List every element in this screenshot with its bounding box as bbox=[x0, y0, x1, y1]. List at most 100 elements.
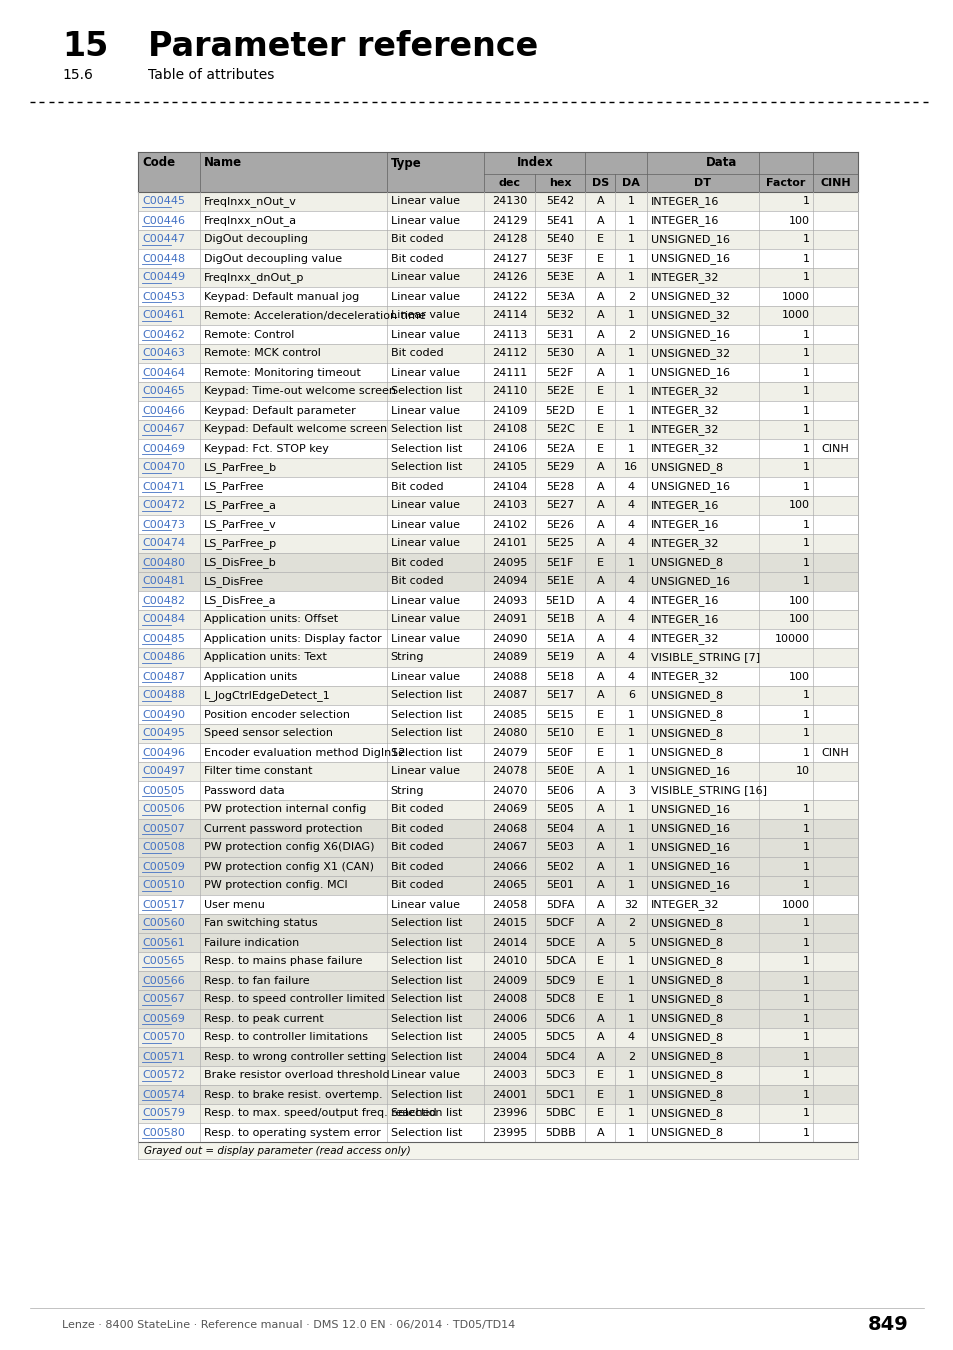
Bar bbox=[138, 990, 857, 1008]
Text: C00572: C00572 bbox=[142, 1071, 185, 1080]
Bar bbox=[138, 363, 857, 382]
Text: 24087: 24087 bbox=[492, 690, 527, 701]
Text: Selection list: Selection list bbox=[390, 1089, 461, 1099]
Text: 4: 4 bbox=[627, 1033, 634, 1042]
Text: 5E06: 5E06 bbox=[545, 786, 574, 795]
Text: 1: 1 bbox=[627, 861, 634, 872]
Text: UNSIGNED_16: UNSIGNED_16 bbox=[651, 805, 729, 815]
Bar bbox=[138, 971, 857, 990]
Text: 24080: 24080 bbox=[492, 729, 527, 738]
Text: Failure indication: Failure indication bbox=[204, 937, 298, 948]
Text: UNSIGNED_16: UNSIGNED_16 bbox=[651, 234, 729, 244]
Text: 5DC4: 5DC4 bbox=[544, 1052, 575, 1061]
Text: C00463: C00463 bbox=[142, 348, 185, 359]
Bar bbox=[138, 838, 857, 857]
Text: Speed sensor selection: Speed sensor selection bbox=[204, 729, 333, 738]
Bar bbox=[138, 667, 857, 686]
Text: Remote: Control: Remote: Control bbox=[204, 329, 294, 339]
Text: FreqInxx_nOut_a: FreqInxx_nOut_a bbox=[204, 215, 296, 225]
Text: 1: 1 bbox=[627, 1071, 634, 1080]
Text: E: E bbox=[597, 254, 603, 263]
Text: C00467: C00467 bbox=[142, 424, 185, 435]
Text: Encoder evaluation method DigIn12: Encoder evaluation method DigIn12 bbox=[204, 748, 405, 757]
Text: Parameter reference: Parameter reference bbox=[148, 30, 537, 63]
Text: 1: 1 bbox=[802, 424, 809, 435]
Text: C00445: C00445 bbox=[142, 197, 185, 207]
Text: 5DFA: 5DFA bbox=[545, 899, 574, 910]
Text: C00487: C00487 bbox=[142, 671, 185, 682]
Text: UNSIGNED_16: UNSIGNED_16 bbox=[651, 824, 729, 834]
Text: Selection list: Selection list bbox=[390, 748, 461, 757]
Text: E: E bbox=[597, 995, 603, 1004]
Bar bbox=[138, 895, 857, 914]
Text: 1: 1 bbox=[627, 235, 634, 244]
Text: C00472: C00472 bbox=[142, 501, 185, 510]
Text: 24004: 24004 bbox=[492, 1052, 527, 1061]
Text: 5E10: 5E10 bbox=[545, 729, 574, 738]
Bar bbox=[138, 269, 857, 288]
Text: L_JogCtrlEdgeDetect_1: L_JogCtrlEdgeDetect_1 bbox=[204, 690, 330, 701]
Text: UNSIGNED_16: UNSIGNED_16 bbox=[651, 481, 729, 491]
Text: CINH: CINH bbox=[820, 178, 850, 188]
Text: 5DCA: 5DCA bbox=[544, 957, 575, 967]
Text: 100: 100 bbox=[788, 671, 809, 682]
Text: Data: Data bbox=[705, 157, 737, 170]
Text: 24128: 24128 bbox=[492, 235, 527, 244]
Text: 4: 4 bbox=[627, 652, 634, 663]
Text: UNSIGNED_8: UNSIGNED_8 bbox=[651, 994, 722, 1004]
Bar bbox=[138, 801, 857, 819]
Text: A: A bbox=[596, 652, 603, 663]
Text: FreqInxx_dnOut_p: FreqInxx_dnOut_p bbox=[204, 273, 304, 284]
Text: A: A bbox=[596, 861, 603, 872]
Text: INTEGER_32: INTEGER_32 bbox=[651, 273, 719, 284]
Text: C00490: C00490 bbox=[142, 710, 185, 720]
Text: A: A bbox=[596, 899, 603, 910]
Bar bbox=[138, 554, 857, 572]
Text: 1: 1 bbox=[802, 197, 809, 207]
Text: 5E32: 5E32 bbox=[545, 310, 574, 320]
Text: 5E3E: 5E3E bbox=[545, 273, 574, 282]
Text: 5E2F: 5E2F bbox=[546, 367, 574, 378]
Text: Linear value: Linear value bbox=[390, 539, 459, 548]
Bar bbox=[138, 306, 857, 325]
Text: 1: 1 bbox=[802, 937, 809, 948]
Text: 24103: 24103 bbox=[492, 501, 527, 510]
Text: 5E0E: 5E0E bbox=[545, 767, 574, 776]
Text: A: A bbox=[596, 767, 603, 776]
Text: String: String bbox=[390, 652, 423, 663]
Text: 5E0F: 5E0F bbox=[546, 748, 573, 757]
Text: Filter time constant: Filter time constant bbox=[204, 767, 312, 776]
Text: PW protection config X6(DIAG): PW protection config X6(DIAG) bbox=[204, 842, 374, 852]
Text: 4: 4 bbox=[627, 614, 634, 625]
Text: C00574: C00574 bbox=[142, 1089, 185, 1099]
Text: A: A bbox=[596, 367, 603, 378]
Text: Resp. to controller limitations: Resp. to controller limitations bbox=[204, 1033, 367, 1042]
Text: Selection list: Selection list bbox=[390, 976, 461, 986]
Text: A: A bbox=[596, 937, 603, 948]
Text: 1000: 1000 bbox=[781, 292, 809, 301]
Text: CINH: CINH bbox=[821, 444, 848, 454]
Text: DT: DT bbox=[694, 178, 711, 188]
Text: 1: 1 bbox=[627, 386, 634, 397]
Text: 1: 1 bbox=[802, 1052, 809, 1061]
Text: 1: 1 bbox=[627, 1014, 634, 1023]
Text: 24127: 24127 bbox=[492, 254, 527, 263]
Text: 5E28: 5E28 bbox=[545, 482, 574, 491]
Text: 1: 1 bbox=[802, 1033, 809, 1042]
Bar bbox=[138, 743, 857, 761]
Text: 1: 1 bbox=[802, 405, 809, 416]
Text: 5E1D: 5E1D bbox=[545, 595, 575, 606]
Text: 5E3A: 5E3A bbox=[545, 292, 574, 301]
Text: VISIBLE_STRING [7]: VISIBLE_STRING [7] bbox=[651, 652, 760, 663]
Text: A: A bbox=[596, 671, 603, 682]
Text: E: E bbox=[597, 424, 603, 435]
Bar bbox=[138, 629, 857, 648]
Text: Linear value: Linear value bbox=[390, 767, 459, 776]
Text: 5E2C: 5E2C bbox=[545, 424, 574, 435]
Text: UNSIGNED_8: UNSIGNED_8 bbox=[651, 1089, 722, 1100]
Text: 1: 1 bbox=[627, 1127, 634, 1138]
Text: C00482: C00482 bbox=[142, 595, 185, 606]
Text: C00453: C00453 bbox=[142, 292, 185, 301]
Text: Linear value: Linear value bbox=[390, 329, 459, 339]
Text: 2: 2 bbox=[627, 1052, 634, 1061]
